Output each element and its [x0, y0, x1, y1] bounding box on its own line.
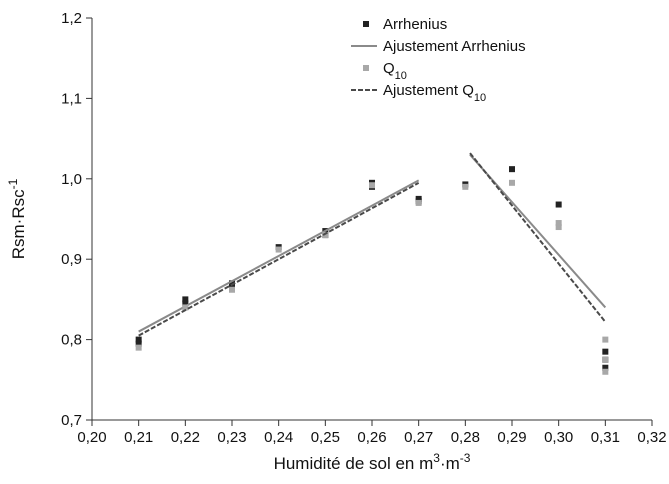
q10-point — [462, 183, 469, 190]
x-tick-label: 0,31 — [591, 429, 620, 446]
legend-q10-label: Q10 — [383, 60, 407, 82]
arrhenius-point — [135, 336, 142, 343]
ajustement-q10-line — [138, 181, 420, 337]
x-tick-label: 0,27 — [404, 429, 433, 446]
x-tick-label: 0,24 — [264, 429, 293, 446]
y-tick-label: 1,1 — [61, 90, 82, 107]
x-axis-title: Humidité de sol en m3·m-3 — [274, 451, 471, 473]
arrhenius-point — [182, 300, 189, 307]
q10-point — [369, 182, 375, 189]
q10-point — [602, 368, 609, 375]
q10-point — [555, 224, 562, 231]
legend-q10-marker — [363, 65, 369, 71]
y-axis-title-main: Rsm·Rsc — [9, 189, 28, 259]
x-tick-label: 0,29 — [497, 429, 526, 446]
y-tick-label: 0,7 — [61, 412, 82, 429]
y-tick-label: 1,2 — [61, 10, 82, 27]
y-tick-label: 1,0 — [61, 171, 82, 188]
arrhenius-point — [602, 364, 609, 371]
axes — [86, 17, 653, 426]
q10-point — [229, 286, 235, 293]
q10-point — [602, 336, 609, 343]
x-tick-label: 0,23 — [217, 429, 246, 446]
tick-labels: 0,7 0,8 0,9 1,0 1,1 1,2 0,20 0,21 0,22 0,23 0,24 0,… — [61, 10, 666, 446]
x-tick-label: 0,22 — [171, 429, 200, 446]
arrhenius-point — [229, 280, 235, 287]
arrhenius-point — [182, 296, 189, 303]
ajustement-q10-line — [469, 152, 607, 323]
x-tick-label: 0,26 — [357, 429, 386, 446]
q10-point — [322, 232, 329, 239]
legend-ajustement-arrhenius-label: Ajustement Arrhenius — [383, 38, 526, 55]
legend-arrhenius-marker — [363, 21, 369, 27]
q10-point — [135, 344, 142, 351]
arrhenius-point — [602, 348, 609, 355]
q10-point — [415, 199, 422, 206]
plot-area — [135, 152, 609, 375]
q10-point — [275, 246, 282, 253]
x-tick-label: 0,30 — [544, 429, 573, 446]
x-tick-label: 0,25 — [311, 429, 340, 446]
x-axis-title-sup1: 3 — [433, 451, 440, 465]
x-tick-label: 0,21 — [124, 429, 153, 446]
ajustement-arrhenius-line — [138, 179, 420, 333]
arrhenius-point — [135, 340, 142, 347]
x-tick-label: 0,20 — [77, 429, 106, 446]
arrhenius-point — [509, 166, 515, 173]
q10-point — [555, 220, 562, 227]
legend-arrhenius-label: Arrhenius — [383, 16, 447, 33]
y-axis-title-sup: -1 — [6, 178, 20, 189]
x-tick-label: 0,28 — [451, 429, 480, 446]
legend-ajustement-q10-label: Ajustement Q10 — [383, 82, 486, 104]
x-tick-label: 0,32 — [637, 429, 666, 446]
x-axis-title-sup2: -3 — [460, 451, 471, 465]
x-axis-title-mid: ·m — [440, 454, 460, 473]
y-axis-title: Rsm·Rsc-1 — [6, 178, 28, 259]
legend: Arrhenius Ajustement Arrhenius Q10Ajusteme… — [351, 16, 526, 104]
arrhenius-point — [555, 201, 562, 208]
q10-point — [509, 179, 515, 186]
x-axis-title-main: Humidité de sol en m — [274, 454, 434, 473]
y-tick-label: 0,8 — [61, 332, 82, 349]
q10-point — [602, 356, 609, 363]
q10-point — [182, 304, 189, 311]
y-tick-label: 0,9 — [61, 251, 82, 268]
